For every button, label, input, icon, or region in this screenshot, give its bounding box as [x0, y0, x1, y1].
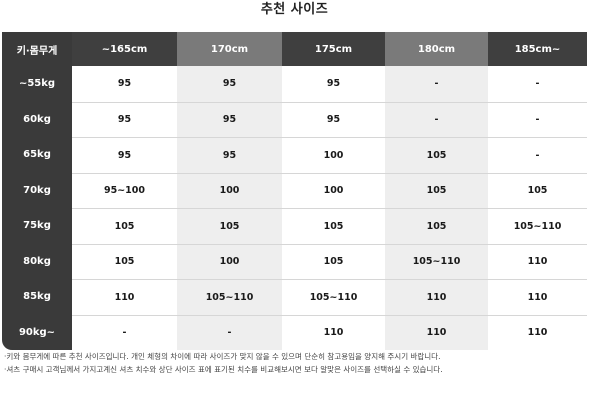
table-row: 85kg 110 105~110 105~110 110 110: [2, 279, 587, 315]
table-cell: -: [488, 66, 587, 102]
table-cell: -: [72, 314, 177, 350]
table-cell: 95: [72, 66, 177, 102]
table-cell: 105: [488, 172, 587, 208]
row-header: 75kg: [2, 208, 72, 244]
table-cell: 105~110: [488, 208, 587, 244]
table-cell: -: [488, 137, 587, 173]
table-row: 60kg 95 95 95 - -: [2, 101, 587, 137]
table-cell: -: [385, 66, 488, 102]
page-title: 추천 사이즈: [260, 2, 329, 17]
table-cell: 110: [282, 314, 385, 350]
table-row: 75kg 105 105 105 105 105~110: [2, 208, 587, 244]
table-row: 90kg~ - - 110 110 110: [2, 314, 587, 350]
table-cell: 105: [385, 208, 488, 244]
row-header: 80kg: [2, 243, 72, 279]
table-row: 80kg 105 100 105 105~110 110: [2, 243, 587, 279]
column-header: ~165cm: [72, 32, 177, 66]
note-line: ·키와 몸무게에 따른 추천 사이즈입니다. 개인 체형의 차이에 따라 사이즈…: [4, 352, 441, 361]
table-cell: 95: [72, 101, 177, 137]
table-cell: 95: [177, 101, 282, 137]
row-header: 65kg: [2, 137, 72, 173]
table-cell: 110: [488, 243, 587, 279]
table-cell: 105: [282, 208, 385, 244]
table-cell: 95: [177, 137, 282, 173]
row-header: 60kg: [2, 101, 72, 137]
row-header: ~55kg: [2, 66, 72, 102]
table-cell: 100: [177, 172, 282, 208]
table-cell: 105~110: [282, 279, 385, 315]
column-header: 185cm~: [488, 32, 587, 66]
table-cell: 105~110: [177, 279, 282, 315]
table-cell: 105: [72, 243, 177, 279]
table-cell: 110: [385, 279, 488, 315]
table-row: 70kg 95~100 100 100 105 105: [2, 172, 587, 208]
note-line: ·셔츠 구매시 고객님께서 가지고계신 셔츠 치수와 상단 사이즈 표에 표기된…: [4, 365, 443, 374]
table-cell: 105~110: [385, 243, 488, 279]
table-cell: 110: [488, 314, 587, 350]
table-cell: 105: [385, 172, 488, 208]
table-cell: 110: [488, 279, 587, 315]
table-cell: 95: [282, 101, 385, 137]
row-header: 85kg: [2, 279, 72, 315]
table-cell: 105: [385, 137, 488, 173]
table-cell: 95: [177, 66, 282, 102]
table-cell: 105: [72, 208, 177, 244]
table-cell: 105: [282, 243, 385, 279]
corner-header: 키·몸무게: [2, 32, 72, 66]
table-cell: -: [488, 101, 587, 137]
row-header: 70kg: [2, 172, 72, 208]
table-cell: 95: [72, 137, 177, 173]
column-header: 175cm: [282, 32, 385, 66]
table-cell: 100: [177, 243, 282, 279]
table-cell: 100: [282, 172, 385, 208]
table-cell: -: [385, 101, 488, 137]
table-cell: 95~100: [72, 172, 177, 208]
row-header: 90kg~: [2, 314, 72, 350]
column-header: 170cm: [177, 32, 282, 66]
column-header: 180cm: [385, 32, 488, 66]
table-cell: 100: [282, 137, 385, 173]
table-row: 65kg 95 95 100 105 -: [2, 137, 587, 173]
table-cell: 110: [72, 279, 177, 315]
table-row: ~55kg 95 95 95 - -: [2, 66, 587, 102]
table-cell: 110: [385, 314, 488, 350]
table-cell: 95: [282, 66, 385, 102]
table-header-row: 키·몸무게 ~165cm 170cm 175cm 180cm 185cm~: [2, 32, 587, 66]
table-cell: -: [177, 314, 282, 350]
table-cell: 105: [177, 208, 282, 244]
size-table: 키·몸무게 ~165cm 170cm 175cm 180cm 185cm~ ~5…: [2, 32, 587, 350]
notes: ·키와 몸무게에 따른 추천 사이즈입니다. 개인 체형의 차이에 따라 사이즈…: [4, 350, 586, 376]
